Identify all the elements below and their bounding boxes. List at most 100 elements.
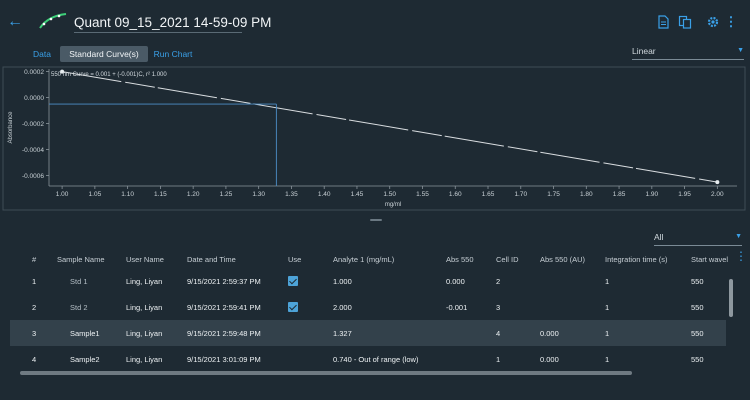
col-cell-id-cell: 2 xyxy=(496,277,501,286)
y-tick-label: -0.0004 xyxy=(22,147,44,154)
y-tick-label: 0.0002 xyxy=(24,69,44,76)
chevron-down-icon: ▼ xyxy=(737,47,744,54)
fit-type-dropdown[interactable]: Linear ▼ xyxy=(632,46,744,60)
col-user-name-cell: Ling, Liyan xyxy=(126,329,163,338)
back-arrow-icon[interactable]: ← xyxy=(7,13,23,30)
title-underline xyxy=(74,32,242,33)
col-abs-550-au-cell: 0.000 xyxy=(540,329,559,338)
col-analyte-cell: 1.000 xyxy=(333,277,352,286)
x-axis-ticks: 1.00 1.05 1.10 1.15 1.20 1.25 1.30 1.35 1.40 1.45… xyxy=(56,186,724,198)
col-start-wavelength-cell: 550 xyxy=(691,329,704,338)
filter-dropdown[interactable]: All ▼ xyxy=(654,232,742,246)
col-date-time-cell: 9/15/2021 2:59:37 PM xyxy=(187,277,261,286)
x-tick-label: 1.35 xyxy=(285,191,298,198)
splitter-handle[interactable] xyxy=(370,219,382,221)
y-tick-label: 0.0000 xyxy=(24,95,44,102)
x-tick-label: 1.85 xyxy=(613,191,626,198)
app-header: ← Quant 09_15_2021 14-59-09 PM ⋮ xyxy=(0,0,750,44)
x-tick-label: 1.30 xyxy=(252,191,265,198)
y-axis-ticks: 0.0002 0.0000 -0.0002 -0.0004 -0.0006 xyxy=(22,69,49,180)
col-use-header[interactable]: Use xyxy=(288,255,302,264)
table-row[interactable]: 3 Sample1 Ling, Liyan 9/15/2021 2:59:48 PM 1… xyxy=(10,320,726,346)
col-user-name-cell: Ling, Liyan xyxy=(126,303,163,312)
document-icon[interactable] xyxy=(656,15,670,29)
col-user-name-header[interactable]: User Name xyxy=(126,255,164,264)
col-number-cell: 3 xyxy=(32,329,37,338)
x-tick-label: 1.55 xyxy=(416,191,429,198)
col-abs-550-au-header[interactable]: Abs 550 (AU) xyxy=(540,255,586,264)
col-user-name-cell: Ling, Liyan xyxy=(126,277,163,286)
col-analyte-cell: 2.000 xyxy=(333,303,352,312)
col-cell-id-cell: 4 xyxy=(496,329,501,338)
col-abs-550-header[interactable]: Abs 550 xyxy=(446,255,474,264)
tab-run-chart[interactable]: Run Chart xyxy=(153,49,193,59)
x-tick-label: 2.00 xyxy=(711,191,724,198)
col-cell-id-header[interactable]: Cell ID xyxy=(496,255,519,264)
col-analyte-header[interactable]: Analyte 1 (mg/mL) xyxy=(333,255,395,264)
copy-icon[interactable] xyxy=(678,15,692,29)
results-table: # Sample Name User Name Date and Time Use Ana… xyxy=(0,248,750,370)
filter-value: All xyxy=(654,232,664,242)
col-integration-time-cell: 1 xyxy=(605,303,610,312)
table-row[interactable]: 1 Std 1 Ling, Liyan 9/15/2021 2:59:37 PM 1.0… xyxy=(10,268,726,294)
col-start-wavelength-header[interactable]: Start wavel xyxy=(691,255,729,264)
standard-curve-line xyxy=(62,71,718,183)
col-sample-name-header[interactable]: Sample Name xyxy=(57,255,105,264)
table-row[interactable]: 2 Std 2 Ling, Liyan 9/15/2021 2:59:41 PM 2.0… xyxy=(10,294,726,320)
col-abs-550-cell: 0.000 xyxy=(446,277,465,286)
col-number-cell: 1 xyxy=(32,277,37,286)
x-tick-label: 1.65 xyxy=(482,191,495,198)
x-tick-label: 1.45 xyxy=(351,191,364,198)
col-date-time-cell: 9/15/2021 2:59:41 PM xyxy=(187,303,261,312)
col-start-wavelength-cell: 550 xyxy=(691,303,704,312)
col-number-cell: 2 xyxy=(32,303,37,312)
x-tick-label: 1.05 xyxy=(89,191,102,198)
curve-equation: 550 nm Curve = 0.001 + (-0.001)C, r² 1.0… xyxy=(51,72,167,78)
x-tick-label: 1.40 xyxy=(318,191,331,198)
col-sample-name-cell: Sample1 xyxy=(70,329,100,338)
x-tick-label: 1.90 xyxy=(645,191,658,198)
col-date-time-cell: 9/15/2021 3:01:09 PM xyxy=(187,355,261,364)
series-layer xyxy=(49,69,720,186)
x-tick-label: 1.60 xyxy=(449,191,462,198)
x-tick-label: 1.70 xyxy=(514,191,527,198)
col-user-name-cell: Ling, Liyan xyxy=(126,355,163,364)
vertical-scrollbar[interactable] xyxy=(729,279,733,317)
fit-type-value: Linear xyxy=(632,46,656,56)
y-axis-label: Absorbance xyxy=(8,111,14,144)
col-number-header[interactable]: # xyxy=(32,255,37,264)
col-sample-name-cell: Sample2 xyxy=(70,355,100,364)
standard-point[interactable] xyxy=(715,180,720,185)
horizontal-scrollbar[interactable] xyxy=(20,371,632,375)
col-cell-id-cell: 1 xyxy=(496,355,501,364)
use-checkbox[interactable] xyxy=(288,276,298,286)
x-tick-label: 1.95 xyxy=(678,191,691,198)
tab-data[interactable]: Data xyxy=(33,49,51,59)
chevron-down-icon: ▼ xyxy=(735,233,742,240)
col-number-cell: 4 xyxy=(32,355,37,364)
x-tick-label: 1.20 xyxy=(187,191,200,198)
col-sample-name-cell: Std 1 xyxy=(70,277,88,286)
x-tick-label: 1.15 xyxy=(154,191,167,198)
col-integration-time-cell: 1 xyxy=(605,355,610,364)
col-integration-time-cell: 1 xyxy=(605,329,610,338)
x-tick-label: 1.00 xyxy=(56,191,69,198)
chart-border xyxy=(2,66,746,211)
col-abs-550-au-cell: 0.000 xyxy=(540,355,559,364)
gear-icon[interactable] xyxy=(706,15,720,29)
col-integration-time-header[interactable]: Integration time (s) xyxy=(605,255,668,264)
x-tick-label: 1.80 xyxy=(580,191,593,198)
tab-standard-curves[interactable]: Standard Curve(s) xyxy=(60,46,148,62)
y-tick-label: -0.0006 xyxy=(22,173,44,180)
col-date-time-header[interactable]: Date and Time xyxy=(187,255,236,264)
x-tick-label: 1.10 xyxy=(121,191,134,198)
x-tick-label: 1.75 xyxy=(547,191,560,198)
standard-curve-chart: 0.0002 0.0000 -0.0002 -0.0004 -0.0006 1.00 1.… xyxy=(0,66,750,212)
table-row[interactable]: 4 Sample2 Ling, Liyan 9/15/2021 3:01:09 PM 0… xyxy=(10,346,726,372)
col-abs-550-cell: -0.001 xyxy=(446,303,468,312)
standard-point[interactable] xyxy=(60,69,65,74)
col-date-time-cell: 9/15/2021 2:59:48 PM xyxy=(187,329,261,338)
use-checkbox[interactable] xyxy=(288,302,298,312)
more-vertical-icon[interactable]: ⋮ xyxy=(724,14,738,29)
